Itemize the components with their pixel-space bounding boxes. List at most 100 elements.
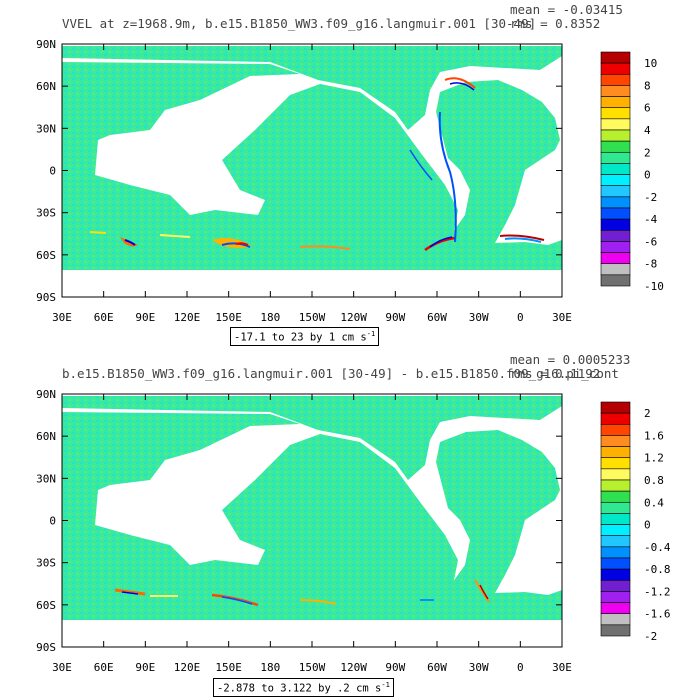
- colorbar-swatch: [600, 51, 631, 64]
- colorbar-swatch: [600, 613, 631, 626]
- colorbar-swatch: [600, 535, 631, 548]
- colorbar-label: 6: [644, 102, 651, 115]
- colorbar-swatch: [600, 196, 631, 209]
- lon-tick-label: 60E: [94, 661, 114, 674]
- colorbar-swatch: [600, 73, 631, 86]
- lat-tick-label: 0: [49, 515, 56, 528]
- lat-tick-label: 30S: [36, 207, 56, 220]
- lat-tick-label: 60S: [36, 249, 56, 262]
- lon-tick-label: 30W: [469, 311, 489, 324]
- lon-tick-label: 60W: [427, 661, 447, 674]
- lon-tick-label: 90W: [385, 311, 405, 324]
- panel-2-contour-info: -2.878 to 3.122 by .2 cm s-1: [213, 678, 394, 697]
- colorbar-label: 0.4: [644, 496, 664, 509]
- colorbar-swatch: [600, 468, 631, 481]
- panel-1-colorbar: 10 8 6 4 2 0 -2 -4 -6 -8 -10: [600, 51, 664, 293]
- colorbar-swatch: [600, 435, 631, 447]
- lon-tick-label: 120E: [174, 311, 201, 324]
- colorbar-label: 2: [644, 407, 651, 420]
- panel-1-contour-info: -17.1 to 23 by 1 cm s-1: [230, 327, 380, 346]
- panel-2-title: b.e15.B1850_WW3.f09_g16.langmuir.001 [30…: [62, 366, 619, 381]
- colorbar-swatch: [600, 263, 631, 276]
- lat-tick-label: 60N: [36, 80, 56, 93]
- panel-2-axes: 90N 60N 30N 0 30S 60S 90S 30E 60E 90E 120E 150E 180 1…: [36, 388, 572, 674]
- lon-tick-label: 90E: [135, 661, 155, 674]
- lon-tick-label: 120E: [174, 661, 201, 674]
- lon-tick-label: 120W: [340, 311, 367, 324]
- colorbar-swatch: [600, 479, 631, 492]
- colorbar-swatch: [600, 274, 631, 287]
- lon-tick-label: 120W: [340, 661, 367, 674]
- lat-tick-label: 0: [49, 165, 56, 178]
- colorbar-label: -4: [644, 213, 658, 226]
- anomaly-streaks: [114, 579, 490, 607]
- colorbar-label: 0: [644, 519, 651, 532]
- colorbar-label: -2: [644, 630, 657, 643]
- colorbar-label: -1.6: [644, 608, 671, 621]
- panel-2: b.e15.B1850_WW3.f09_g16.langmuir.001 [30…: [36, 352, 671, 674]
- lon-tick-label: 30E: [52, 311, 72, 324]
- lat-tick-label: 60N: [36, 430, 56, 443]
- panel-1-map: 90N 60N 30N 0 30S 60S 90S 30E 60E 90E 120E 150E 180 1…: [36, 38, 572, 324]
- colorbar-swatch: [600, 579, 631, 592]
- colorbar-label: -2: [644, 191, 657, 204]
- colorbar-swatch: [600, 457, 631, 470]
- colorbar-swatch: [600, 412, 631, 425]
- lon-tick-label: 150W: [299, 661, 326, 674]
- lon-tick-label: 0: [517, 661, 524, 674]
- lon-tick-label: 150E: [215, 661, 242, 674]
- lon-tick-label: 180: [260, 311, 280, 324]
- colorbar-label: -0.8: [644, 563, 671, 576]
- colorbar-swatch: [600, 241, 631, 253]
- colorbar-swatch: [600, 151, 631, 164]
- panel-1: VVEL at z=1968.9m, b.e15.B1850_WW3.f09_g…: [36, 2, 664, 324]
- lat-tick-label: 90S: [36, 291, 56, 304]
- colorbar-swatch: [600, 229, 631, 242]
- panel-1-axes: 90N 60N 30N 0 30S 60S 90S 30E 60E 90E 120E 150E 180 1…: [36, 38, 572, 324]
- colorbar-label: -1.2: [644, 585, 671, 598]
- panel-1-title: VVEL at z=1968.9m, b.e15.B1850_WW3.f09_g…: [62, 16, 536, 31]
- lon-tick-label: 180: [260, 661, 280, 674]
- colorbar-swatch: [600, 501, 631, 514]
- lat-tick-label: 30N: [36, 472, 56, 485]
- ocean-field: [62, 396, 562, 620]
- lat-tick-label: 90S: [36, 641, 56, 654]
- colorbar-swatch: [600, 524, 631, 537]
- lon-tick-label: 0: [517, 311, 524, 324]
- colorbar-swatch: [600, 624, 631, 637]
- lat-tick-label: 60S: [36, 599, 56, 612]
- lon-tick-label: 90E: [135, 311, 155, 324]
- lon-tick-label: 30W: [469, 661, 489, 674]
- colorbar-swatch: [600, 446, 631, 459]
- lat-tick-label: 90N: [36, 388, 56, 401]
- colorbar-swatch: [600, 557, 631, 570]
- colorbar-swatch: [600, 107, 631, 120]
- colorbar-swatch: [600, 207, 631, 220]
- colorbar-label: -8: [644, 258, 657, 271]
- lon-tick-label: 30E: [552, 311, 572, 324]
- panel-2-map: 90N 60N 30N 0 30S 60S 90S 30E 60E 90E 120E 150E 180 1…: [36, 388, 572, 674]
- lon-tick-label: 30E: [52, 661, 72, 674]
- lon-tick-label: 30E: [552, 661, 572, 674]
- colorbar-label: 1.2: [644, 452, 664, 465]
- colorbar-label: 10: [644, 57, 657, 70]
- colorbar-swatch: [600, 96, 631, 109]
- colorbar-swatch: [600, 129, 631, 142]
- colorbar-label: -6: [644, 235, 657, 248]
- lon-tick-label: 150W: [299, 311, 326, 324]
- lat-tick-label: 30S: [36, 557, 56, 570]
- colorbar-swatch: [600, 140, 631, 153]
- colorbar-swatch: [600, 185, 631, 198]
- colorbar-swatch: [600, 423, 631, 436]
- colorbar-label: -10: [644, 280, 664, 293]
- colorbar-swatch: [600, 163, 631, 175]
- lon-tick-label: 150E: [215, 311, 242, 324]
- colorbar-label: 1.6: [644, 429, 664, 442]
- colorbar-label: -0.4: [644, 541, 671, 554]
- panel-1-rms: rms = 0.8352: [510, 16, 600, 31]
- panel-2-rms: rms = 0.1192: [510, 366, 600, 381]
- colorbar-swatch: [600, 568, 631, 581]
- colorbar-label: 2: [644, 146, 651, 159]
- lat-tick-label: 90N: [36, 38, 56, 51]
